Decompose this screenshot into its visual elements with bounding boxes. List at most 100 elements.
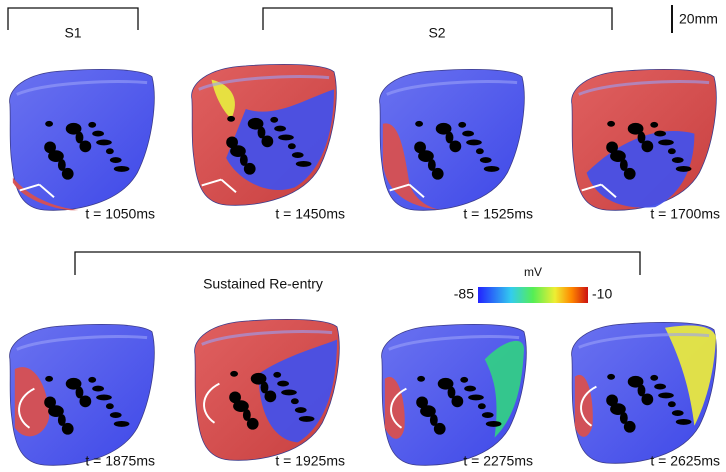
scar-region xyxy=(637,131,646,144)
scar-region xyxy=(45,375,54,382)
scar-region xyxy=(257,126,266,139)
scar-region xyxy=(667,401,676,408)
heart xyxy=(9,323,155,466)
heart-rim xyxy=(578,80,710,96)
scar-region xyxy=(606,394,618,407)
scar-region xyxy=(415,120,424,127)
scar-region xyxy=(65,122,82,135)
scar-region xyxy=(447,386,456,399)
scar-region xyxy=(435,122,452,135)
scar-region xyxy=(79,395,92,408)
reentry-bracket xyxy=(74,251,641,275)
scar-region xyxy=(61,167,74,180)
scar-region xyxy=(278,134,294,141)
scar-region xyxy=(607,373,616,380)
scar-region xyxy=(460,376,469,383)
scar-region xyxy=(261,135,274,148)
scar-region xyxy=(295,160,312,167)
scar-region xyxy=(479,157,492,163)
scar-region xyxy=(264,390,277,403)
activation-region xyxy=(258,339,337,443)
scar-region xyxy=(675,418,692,425)
heart-rim xyxy=(198,75,330,91)
scar-region xyxy=(277,380,289,387)
scar-region xyxy=(233,400,249,413)
scar-region xyxy=(230,370,239,377)
propagation-arrow xyxy=(203,382,220,424)
heart xyxy=(191,63,337,206)
scar-region xyxy=(113,420,130,427)
scar-region xyxy=(287,143,296,150)
scar-region xyxy=(96,394,112,401)
scar-region xyxy=(650,374,659,381)
scar-region xyxy=(270,116,279,123)
scar-region xyxy=(468,394,484,401)
scar-region xyxy=(229,391,241,404)
heart-rim xyxy=(386,80,518,96)
time-label: t = 2275ms xyxy=(463,453,533,469)
scar-region xyxy=(247,117,264,130)
scar-region xyxy=(607,120,616,127)
scar-region xyxy=(239,154,248,166)
scar-region xyxy=(641,393,654,406)
heart xyxy=(381,323,527,466)
scar-region xyxy=(623,167,636,180)
scar-region xyxy=(79,140,92,153)
heart xyxy=(194,318,340,461)
reentry-title: Sustained Re-entry xyxy=(203,276,323,292)
scar-region xyxy=(92,130,104,137)
scar-region xyxy=(429,414,438,426)
scar-region xyxy=(57,414,66,426)
scar-region xyxy=(57,159,66,171)
time-label: t = 1525ms xyxy=(463,206,533,222)
heart-rim xyxy=(388,335,520,351)
heart-rim xyxy=(16,335,148,351)
colorbar-unit: mV xyxy=(524,265,542,279)
scar-region xyxy=(226,136,238,149)
scar-region xyxy=(477,403,486,410)
scar-region xyxy=(437,377,454,390)
scar-region xyxy=(291,152,304,158)
scar-region xyxy=(109,157,122,163)
scar-region xyxy=(433,422,446,435)
scar-region xyxy=(242,409,251,421)
time-label: t = 1050ms xyxy=(85,206,155,222)
scar-region xyxy=(227,115,236,122)
scar-region xyxy=(658,392,674,399)
scar-region xyxy=(483,165,500,172)
scar-region xyxy=(96,139,112,146)
heart xyxy=(571,321,717,464)
scar-region xyxy=(671,410,684,416)
scar-region xyxy=(667,148,676,155)
activation-region xyxy=(211,79,235,119)
hearts xyxy=(9,63,717,466)
scar-region xyxy=(627,122,644,135)
heart-rim xyxy=(578,333,710,349)
time-label: t = 1925ms xyxy=(275,453,345,469)
scar-region xyxy=(671,157,684,163)
activation-region xyxy=(484,340,524,438)
propagation-arrow xyxy=(19,183,55,199)
s2-bracket xyxy=(262,7,613,30)
scar-region xyxy=(88,121,97,128)
scar-region xyxy=(658,139,674,146)
scar-region xyxy=(420,405,436,418)
scar-region xyxy=(650,121,659,128)
activation-region xyxy=(574,374,593,437)
scar-region xyxy=(610,403,626,416)
scar-region xyxy=(45,120,54,127)
scar-region xyxy=(610,150,626,163)
scar-region xyxy=(75,131,84,144)
time-label: t = 1700ms xyxy=(650,206,720,222)
time-label: t = 2625ms xyxy=(650,453,720,469)
scar-region xyxy=(654,383,666,390)
scar-region xyxy=(466,139,482,146)
scale-label: 20mm xyxy=(679,11,718,27)
scar-region xyxy=(619,159,628,171)
scar-region xyxy=(246,417,259,430)
scar-region xyxy=(61,422,74,435)
activation-region xyxy=(586,131,695,208)
heart xyxy=(9,68,155,211)
scar-region xyxy=(449,140,462,153)
